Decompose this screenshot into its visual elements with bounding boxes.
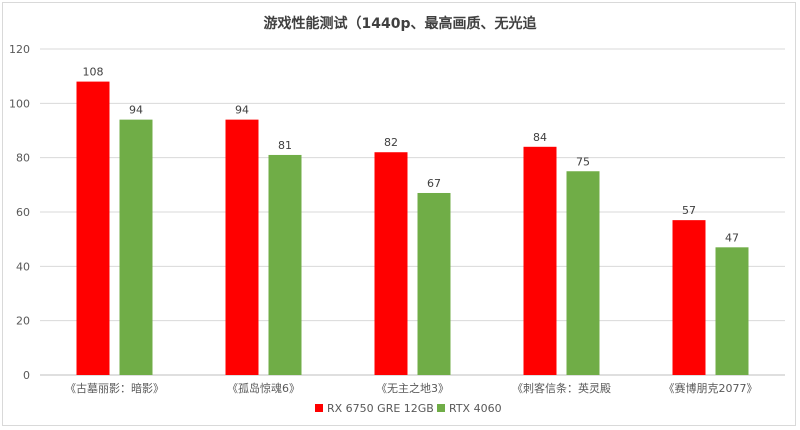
- data-labels: 108 94 94 81 82 67 84 75 57 47: [83, 66, 740, 245]
- legend-label: RX 6750 GRE 12GB: [327, 402, 434, 415]
- bar: [566, 171, 600, 375]
- bar: [76, 81, 110, 375]
- legend-swatch: [315, 404, 323, 412]
- data-label: 57: [682, 204, 696, 217]
- bar: [672, 220, 706, 375]
- legend-swatch: [437, 404, 445, 412]
- data-label: 84: [533, 131, 547, 144]
- y-tick-label: 40: [16, 260, 30, 273]
- data-label: 94: [235, 104, 249, 117]
- y-tick-label: 80: [16, 152, 30, 165]
- data-label: 81: [278, 139, 292, 152]
- y-axis-ticks: 0 20 40 60 80 100 120: [9, 43, 30, 382]
- x-category-label: 《刺客信条：英灵殿: [512, 381, 611, 395]
- bar: [225, 119, 259, 375]
- bar: [417, 192, 451, 375]
- data-label: 75: [576, 155, 590, 168]
- x-category-label: 《孤岛惊魂6》: [227, 381, 300, 395]
- bar: [374, 152, 408, 375]
- bar: [715, 247, 749, 375]
- y-tick-label: 60: [16, 206, 30, 219]
- y-tick-label: 0: [23, 369, 30, 382]
- x-category-label: 《赛博朋克2077》: [664, 381, 758, 395]
- chart-title: 游戏性能测试（1440p、最高画质、无光追: [264, 15, 537, 32]
- bar: [119, 119, 153, 375]
- y-tick-label: 120: [9, 43, 30, 56]
- y-tick-label: 20: [16, 315, 30, 328]
- x-category-label: 《无主之地3》: [376, 381, 449, 395]
- bar: [523, 146, 557, 375]
- y-tick-label: 100: [9, 97, 30, 110]
- data-label: 67: [427, 177, 441, 190]
- bars: [76, 81, 749, 375]
- gridlines: [40, 48, 785, 376]
- legend: RX 6750 GRE 12GB RTX 4060: [315, 402, 502, 415]
- data-label: 82: [384, 136, 398, 149]
- data-label: 94: [129, 104, 143, 117]
- x-category-label: 《古墓丽影：暗影》: [65, 381, 164, 395]
- x-axis-categories: 《古墓丽影：暗影》 《孤岛惊魂6》 《无主之地3》 《刺客信条：英灵殿 《赛博朋克207…: [65, 381, 758, 395]
- legend-label: RTX 4060: [449, 402, 502, 415]
- bar: [268, 154, 302, 375]
- data-label: 47: [725, 231, 739, 244]
- data-label: 108: [83, 66, 104, 79]
